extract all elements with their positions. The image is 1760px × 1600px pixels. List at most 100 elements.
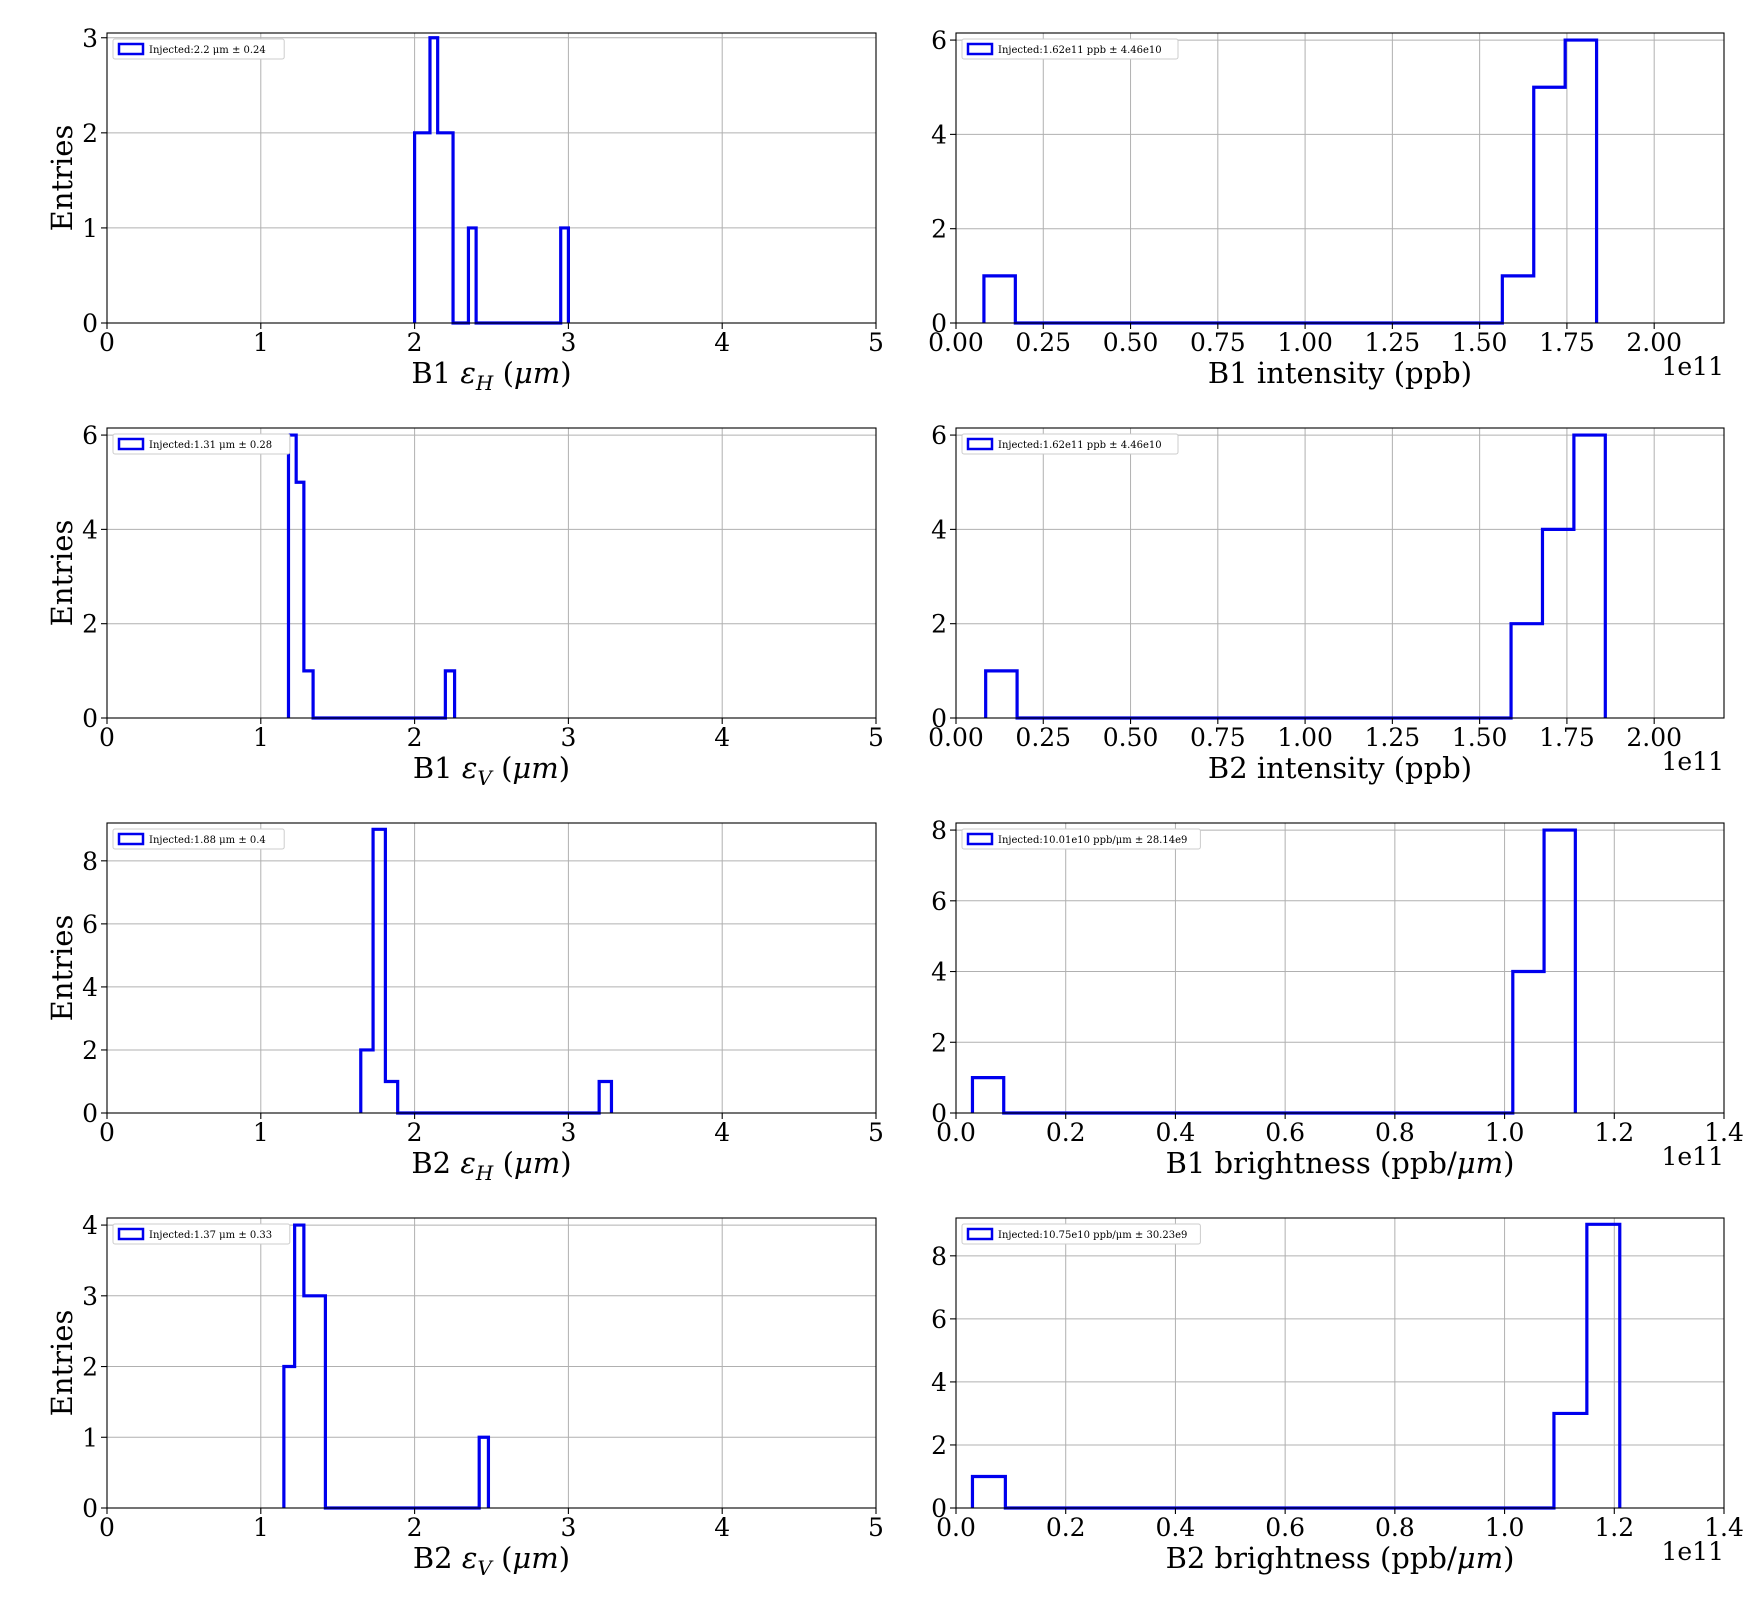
histogram-bin: [972, 1078, 1003, 1113]
x-tick-label: 0.0: [936, 1118, 976, 1147]
x-tick-label: 2.00: [1626, 723, 1682, 752]
y-axis-label: Entries: [45, 915, 79, 1022]
y-tick-label: 6: [931, 1305, 947, 1334]
x-tick-label: 0.25: [1015, 328, 1071, 357]
y-tick-label: 8: [931, 1242, 947, 1271]
y-tick-label: 4: [931, 958, 947, 987]
x-tick-label: 0.2: [1046, 1118, 1086, 1147]
x-tick-label: 0: [99, 328, 115, 357]
y-axis-label: Entries: [45, 520, 79, 627]
x-tick-label: 1.25: [1365, 723, 1421, 752]
legend-swatch: [966, 437, 994, 451]
y-tick-label: 0: [82, 704, 98, 733]
x-tick-label: 1.25: [1365, 328, 1421, 357]
axes-frame: [955, 32, 1725, 324]
axes-frame: [106, 427, 877, 719]
y-tick-label: 6: [82, 421, 98, 450]
y-tick-label: 2: [931, 610, 947, 639]
y-tick-label: 8: [931, 816, 947, 845]
x-tick-label: 0: [99, 723, 115, 752]
legend-box: [961, 433, 1179, 455]
histogram-bin: [1554, 1413, 1587, 1508]
x-tick-label: 1.00: [1277, 723, 1333, 752]
x-tick-label: 1.00: [1277, 328, 1333, 357]
histogram-panel-4: 0.00 0.25 0.50 0.75 1.00 1.25 1.50 1.75 2.00 0 2 4 6…: [928, 421, 1725, 785]
y-tick-label: 0: [931, 309, 947, 338]
x-axis-label: B1 brightness (ppb/μm): [1166, 1146, 1515, 1180]
x-tick-label: 1: [253, 1118, 269, 1147]
histogram-step-line: [359, 827, 614, 1115]
x-axis-label: B2 brightness (ppb/μm): [1166, 1541, 1515, 1575]
y-tick-label: 0: [82, 309, 98, 338]
y-axis-label: Entries: [45, 1310, 79, 1417]
x-tick-label: 1.50: [1452, 723, 1508, 752]
x-offset-text: 1e11: [1661, 352, 1724, 381]
x-tick-label: 5: [868, 1513, 884, 1542]
histogram-panel-7: 0 1 2 3 4 5 0 1 2 3 4 B2 εV (μm) Entries Injected:1.3…: [45, 1211, 884, 1580]
legend-box: [112, 38, 285, 60]
x-tick-label: 4: [714, 1513, 730, 1542]
y-tick-label: 4: [82, 973, 98, 1002]
x-tick-label: 2: [407, 1118, 423, 1147]
y-tick-label: 6: [931, 26, 947, 55]
x-tick-label: 1: [253, 1513, 269, 1542]
x-tick-label: 1.0: [1485, 1513, 1525, 1542]
y-tick-label: 2: [931, 1431, 947, 1460]
x-axis-label: B1 εV (μm): [413, 751, 570, 790]
legend-box: [112, 433, 291, 455]
y-tick-label: 4: [931, 515, 947, 544]
histogram-step-line: [286, 433, 457, 720]
y-tick-label: 6: [82, 910, 98, 939]
y-tick-label: 2: [931, 1028, 947, 1057]
x-tick-label: 2: [407, 328, 423, 357]
x-tick-label: 0.2: [1046, 1513, 1086, 1542]
y-tick-label: 3: [82, 1282, 98, 1311]
legend-swatch: [117, 1227, 145, 1241]
y-tick-label: 2: [82, 1036, 98, 1065]
x-axis-label: B2 εV (μm): [413, 1541, 570, 1580]
x-tick-label: 4: [714, 723, 730, 752]
x-tick-label: 1.50: [1452, 328, 1508, 357]
axes-frame: [955, 427, 1725, 719]
legend-label: Injected:2.2 μm ± 0.24: [149, 45, 266, 56]
x-tick-label: 4: [714, 1118, 730, 1147]
y-tick-label: 0: [931, 704, 947, 733]
histogram-bin: [1502, 276, 1533, 323]
axes-frame: [955, 822, 1725, 1114]
x-tick-label: 3: [560, 1513, 576, 1542]
x-axis-label: B1 εH (μm): [411, 356, 571, 395]
x-tick-label: 1.75: [1539, 328, 1595, 357]
x-tick-label: 0.0: [936, 1513, 976, 1542]
axes-frame: [955, 1217, 1725, 1509]
x-tick-label: 0.4: [1156, 1513, 1196, 1542]
x-tick-label: 0.8: [1375, 1118, 1415, 1147]
x-tick-label: 1.4: [1704, 1513, 1744, 1542]
x-tick-label: 0.75: [1190, 723, 1246, 752]
histogram-bin: [385, 1081, 397, 1113]
legend-box: [961, 38, 1179, 60]
legend-label: Injected:10.01e10 ppb/μm ± 28.14e9: [998, 835, 1187, 846]
y-tick-label: 1: [82, 1423, 98, 1452]
x-axis-label: B2 εH (μm): [411, 1146, 571, 1185]
y-tick-label: 2: [931, 215, 947, 244]
y-tick-label: 8: [82, 847, 98, 876]
x-tick-label: 0.75: [1190, 328, 1246, 357]
x-offset-text: 1e11: [1661, 1537, 1724, 1566]
y-tick-label: 4: [82, 1211, 98, 1240]
x-offset-text: 1e11: [1661, 1142, 1724, 1171]
x-tick-label: 3: [560, 328, 576, 357]
x-offset-text: 1e11: [1661, 747, 1724, 776]
legend-label: Injected:1.62e11 ppb ± 4.46e10: [998, 440, 1162, 451]
y-tick-label: 6: [931, 887, 947, 916]
legend-label: Injected:10.75e10 ppb/μm ± 30.23e9: [998, 1230, 1187, 1241]
legend-swatch: [966, 42, 994, 56]
y-tick-label: 2: [82, 1353, 98, 1382]
histogram-step-line: [982, 38, 1599, 325]
axes-frame: [106, 822, 877, 1114]
histogram-bin: [1574, 435, 1605, 718]
histogram-step-line: [970, 1222, 1622, 1510]
axes-frame: [106, 32, 877, 324]
legend-box: [112, 828, 285, 850]
x-tick-label: 1.75: [1539, 723, 1595, 752]
